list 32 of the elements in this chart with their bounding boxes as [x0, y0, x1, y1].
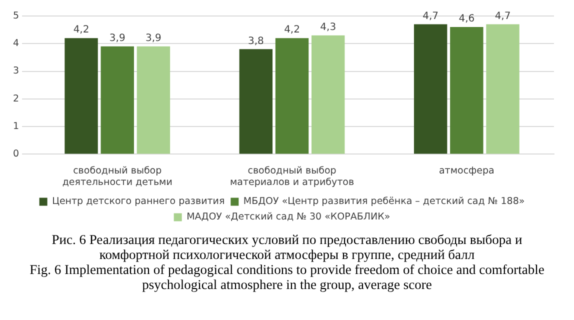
x-tick-label: свободный выбор материалов и атрибутов [230, 165, 354, 188]
bar [136, 46, 170, 154]
y-tick-label: 5 [12, 10, 20, 22]
text: Рис. 6 Реализация педагогических условий по предоставлению свободы выбора и комфортной психологической атмосферы в группе, средний балл [50, 232, 524, 262]
x-tick-label: атмосфера [438, 165, 494, 176]
bar [312, 35, 345, 154]
bar [414, 24, 448, 154]
bar [64, 38, 98, 154]
caption: Fig. 6 Implementation of pedagogical conditions to provide freedom of choice and comfortable psychological atmosphere in the group, average score [28, 262, 546, 292]
data-label: 4,2 [73, 24, 90, 36]
y-tick-label: 2 [12, 93, 20, 104]
y-tick-label: 0 [12, 148, 20, 160]
data-label: 4,6 [458, 14, 475, 25]
data-label: 4,3 [320, 22, 336, 33]
data-label: 3,8 [248, 36, 264, 47]
legend-label: Центр детского раннего развития [52, 196, 225, 208]
y-tick-label: 1 [12, 121, 20, 132]
bar [486, 24, 520, 154]
data-label: 4,7 [422, 10, 439, 22]
data-label: 4,2 [284, 24, 300, 36]
x-tick-label: свободный выбор деятельности детьми [62, 165, 172, 188]
y-tick-label: 3 [12, 66, 20, 77]
bar [450, 27, 484, 154]
data-label: 3,9 [109, 33, 126, 44]
y-tick-label: 4 [12, 38, 20, 50]
data-label: 3,9 [146, 33, 162, 44]
bar [239, 49, 273, 154]
data-label: 4,7 [494, 10, 511, 22]
bar [100, 46, 134, 154]
bar [275, 38, 309, 154]
legend-label: МБДОУ «Центр развития ребёнка – детский сад № 188» [243, 196, 525, 208]
legend-label: МАДОУ «Детский сад № 30 «КОРАБЛИК» [186, 212, 390, 223]
